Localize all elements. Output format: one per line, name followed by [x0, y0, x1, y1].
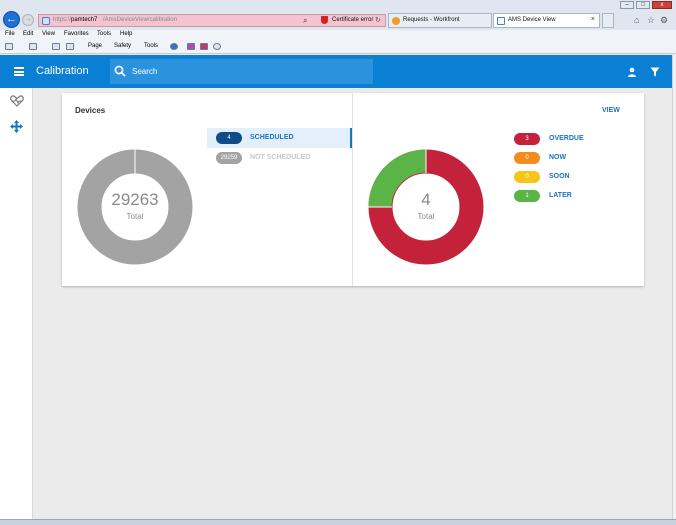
- scrollbar[interactable]: [672, 55, 676, 519]
- schedule-donut-svg: [77, 148, 193, 265]
- page-title: Calibration: [36, 65, 89, 77]
- move-arrows-icon[interactable]: [10, 120, 23, 133]
- legend-item-later[interactable]: 1 LATER: [514, 187, 614, 205]
- donut-total-value: 4: [421, 190, 431, 209]
- taskbar: [0, 519, 676, 525]
- tab-label: AMS Device View: [508, 17, 556, 23]
- hamburger-menu-icon[interactable]: [14, 67, 24, 76]
- left-sidebar: [0, 88, 33, 521]
- donut-total-label: Total: [126, 212, 144, 221]
- card-title: Devices: [75, 106, 106, 115]
- cmd-safety[interactable]: Safety: [114, 43, 132, 49]
- legend-label: NOW: [549, 154, 567, 161]
- workfront-icon: [392, 17, 400, 25]
- url-host: pamtech7: [71, 17, 98, 23]
- back-button[interactable]: ←: [3, 11, 20, 28]
- legend-item-not-scheduled[interactable]: 29259 NOT SCHEDULED: [207, 148, 352, 166]
- count-badge: 4: [216, 132, 242, 144]
- legend-item-soon[interactable]: 0 SOON: [514, 168, 614, 186]
- legend-label: OVERDUE: [549, 135, 584, 142]
- mail-icon[interactable]: [52, 43, 60, 50]
- view-link[interactable]: VIEW: [602, 107, 620, 114]
- home-icon[interactable]: [5, 43, 13, 50]
- window-close-button[interactable]: x: [652, 1, 672, 9]
- legend-item-scheduled[interactable]: 4 SCHEDULED: [207, 128, 352, 148]
- menu-favorites[interactable]: Favorites: [64, 31, 89, 37]
- tab-ams-device-view[interactable]: AMS Device View ×: [493, 13, 600, 28]
- url-path: /AmsDeviceView/calibration: [103, 17, 177, 23]
- new-tab-button[interactable]: [602, 13, 614, 28]
- forward-button[interactable]: →: [22, 14, 34, 26]
- addon-icon[interactable]: [200, 43, 208, 50]
- legend-item-overdue[interactable]: 3 OVERDUE: [514, 130, 614, 148]
- star-icon[interactable]: ☆: [647, 15, 656, 25]
- menu-file[interactable]: File: [5, 31, 15, 37]
- feeds-icon[interactable]: [29, 43, 37, 50]
- home-icon[interactable]: ⌂: [634, 15, 640, 25]
- app-header: Calibration Search: [0, 55, 672, 88]
- menu-view[interactable]: View: [42, 31, 55, 37]
- address-bar[interactable]: https:// pamtech7 /AmsDeviceView/calibra…: [38, 14, 386, 27]
- count-badge: 1: [514, 190, 540, 202]
- settings-icon[interactable]: [213, 43, 221, 50]
- search-placeholder: Search: [132, 67, 158, 76]
- browser-toolbar: ← → https:// pamtech7 /AmsDeviceView/cal…: [0, 0, 676, 30]
- legend-label: SOON: [549, 173, 570, 180]
- user-icon[interactable]: [627, 67, 637, 77]
- search-input[interactable]: Search: [110, 59, 373, 84]
- legend-item-now[interactable]: 0 NOW: [514, 149, 614, 167]
- minimize-button[interactable]: –: [620, 1, 634, 9]
- help-icon[interactable]: [170, 43, 178, 50]
- count-badge: 3: [514, 133, 540, 145]
- shield-icon[interactable]: [321, 16, 328, 24]
- count-badge: 0: [514, 152, 540, 164]
- status-donut-chart[interactable]: 4 Total: [367, 148, 485, 266]
- menu-edit[interactable]: Edit: [23, 31, 34, 37]
- legend-label: SCHEDULED: [250, 134, 294, 141]
- maximize-button[interactable]: □: [636, 1, 650, 9]
- tab-workfront[interactable]: Requests - Workfront: [388, 13, 492, 28]
- search-icon: [114, 65, 126, 77]
- divider: [352, 93, 353, 286]
- filter-icon[interactable]: [650, 67, 660, 77]
- close-icon[interactable]: ×: [590, 16, 595, 23]
- count-badge: 29259: [216, 152, 242, 164]
- gear-icon[interactable]: ⚙: [660, 15, 669, 25]
- cmd-tools[interactable]: Tools: [144, 43, 159, 49]
- status-donut-svg: [368, 149, 484, 265]
- search-icon[interactable]: ⌕: [303, 16, 308, 25]
- page-icon: [42, 17, 50, 25]
- devices-card: Devices VIEW 29263 Total 4 SCHEDULED 292…: [62, 93, 644, 286]
- page-icon: [497, 17, 505, 25]
- menu-tools[interactable]: Tools: [97, 31, 112, 37]
- donut-total-value: 29263: [111, 190, 159, 209]
- tab-label: Requests - Workfront: [403, 17, 460, 23]
- count-badge: 0: [514, 171, 540, 183]
- legend-label: NOT SCHEDULED: [250, 154, 311, 161]
- certificate-error[interactable]: Certificate error: [332, 17, 374, 23]
- print-icon[interactable]: [66, 43, 74, 50]
- schedule-donut-chart[interactable]: 29263 Total: [76, 148, 194, 266]
- url-prefix: https://: [53, 17, 72, 23]
- donut-total-label: Total: [417, 212, 435, 221]
- command-bar: Page Safety Tools: [0, 40, 676, 54]
- heart-pulse-icon[interactable]: [10, 95, 24, 107]
- onenote-icon[interactable]: [187, 43, 195, 50]
- refresh-icon[interactable]: ↻: [375, 17, 381, 24]
- menu-help[interactable]: Help: [120, 31, 133, 37]
- donut-segment-later[interactable]: [368, 149, 427, 208]
- menu-bar: File Edit View Favorites Tools Help: [0, 30, 676, 40]
- legend-label: LATER: [549, 192, 572, 199]
- cmd-page[interactable]: Page: [88, 43, 103, 49]
